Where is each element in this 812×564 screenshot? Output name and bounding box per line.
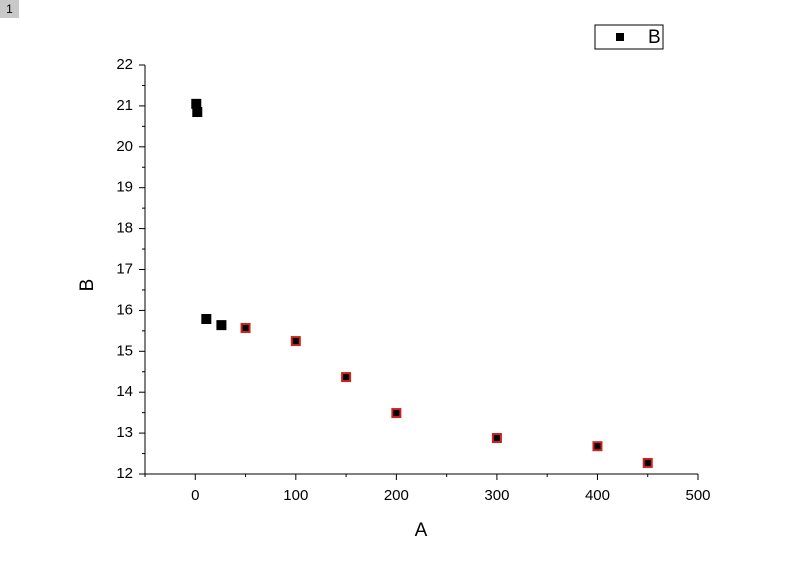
y-tick-label: 20 bbox=[116, 138, 133, 155]
y-tick-label: 19 bbox=[116, 179, 133, 196]
y-tick-label: 16 bbox=[116, 301, 133, 318]
y-tick-label: 21 bbox=[116, 97, 133, 114]
point bbox=[216, 320, 227, 331]
legend-swatch bbox=[616, 33, 624, 41]
point bbox=[192, 107, 203, 118]
point bbox=[642, 457, 653, 468]
y-axis-label: B bbox=[77, 279, 98, 292]
y-tick-label: 15 bbox=[116, 342, 133, 359]
y-tick-label: 18 bbox=[116, 220, 133, 237]
point bbox=[592, 441, 603, 452]
point bbox=[391, 408, 402, 419]
x-tick-label: 200 bbox=[384, 487, 409, 504]
point bbox=[341, 372, 352, 383]
y-tick-label: 17 bbox=[116, 260, 133, 277]
y-tick-label: 22 bbox=[116, 56, 133, 73]
layer-label: 1 bbox=[6, 2, 13, 16]
point bbox=[201, 313, 212, 324]
legend-box bbox=[594, 24, 664, 50]
point bbox=[191, 98, 202, 109]
legend-label: B bbox=[648, 27, 661, 48]
point bbox=[491, 433, 502, 444]
y-tick-label: 13 bbox=[116, 424, 133, 441]
x-axis-label: A bbox=[415, 520, 428, 541]
x-tick-label: 500 bbox=[685, 487, 710, 504]
y-tick-label: 14 bbox=[116, 383, 133, 400]
x-tick-label: 100 bbox=[283, 487, 308, 504]
point bbox=[240, 322, 251, 333]
x-tick-label: 0 bbox=[191, 487, 199, 504]
point bbox=[290, 336, 301, 347]
layer-badge bbox=[0, 0, 19, 18]
y-tick-label: 12 bbox=[116, 465, 133, 482]
x-tick-label: 400 bbox=[585, 487, 610, 504]
x-tick-label: 300 bbox=[484, 487, 509, 504]
